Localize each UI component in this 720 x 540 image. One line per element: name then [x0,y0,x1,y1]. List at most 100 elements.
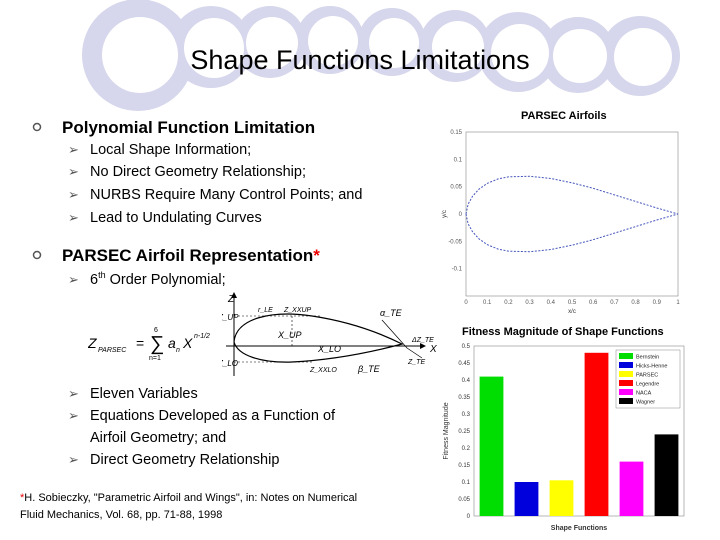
diagram-label: Z [227,294,235,305]
svg-text:n-1/2: n-1/2 [194,333,210,340]
legend-label: Hicks-Henne [636,364,667,370]
y-axis-label: y/c [442,210,448,218]
y-tick-label: -0.05 [448,239,462,245]
section2-item: ➢ Direct Geometry Relationship [68,452,280,468]
legend-swatch [619,371,633,377]
y-tick-label: 0.25 [458,429,470,435]
arrow-bullet-icon: ➢ [68,210,79,225]
legend-label: Bernstein [636,355,659,361]
bar-legendre [584,352,609,516]
diagram-label: X_UP [277,330,302,340]
section1-item: ➢ NURBS Require Many Control Points; and [68,187,363,203]
legend-swatch [619,362,633,368]
y-axis-label: Fitness Magnitude [443,402,450,459]
plot-frame [465,131,679,297]
x-tick-label: 0.8 [631,300,640,306]
diagram-label: Z_TE [407,359,425,366]
x-tick-label: 0 [464,300,468,306]
airfoil-upper-line [465,175,679,215]
y-tick-label: 0 [467,514,471,520]
x-tick-label: 0.7 [610,300,619,306]
y-tick-label: 0.2 [462,446,471,452]
airfoil-chart-title: PARSEC Airfoils [521,110,607,122]
y-tick-label: 0.15 [450,130,462,136]
x-tick-label: 0.5 [568,300,577,306]
x-tick-label: 1 [676,300,680,306]
svg-text:∑: ∑ [150,333,164,355]
x-tick-label: 0.1 [483,300,492,306]
plot-frame [473,345,685,517]
legend-swatch [619,389,633,395]
section1-item: ➢ Local Shape Information; [68,142,252,158]
bar-chart-title: Fitness Magnitude of Shape Functions [462,326,664,338]
arrow-bullet-icon: ➢ [68,386,79,401]
arrow-bullet-icon: ➢ [68,452,79,467]
x-tick-label: 0.9 [653,300,662,306]
legend-label: NACA [636,391,652,397]
bar-wagner [654,434,679,516]
y-tick-label: 0.45 [458,361,470,367]
arrow-bullet-icon: ➢ [68,164,79,179]
bar-parsec [549,480,574,516]
section1-heading: Polynomial Function Limitation [62,118,316,137]
y-tick-label: 0.4 [462,378,471,384]
y-tick-label: 0.35 [458,395,470,401]
section1-item: ➢ Lead to Undulating Curves [68,210,262,226]
legend-label: Legendre [636,382,659,388]
x-tick-label: 0.2 [504,300,513,306]
diagram-label: Z_XXLO [309,367,337,374]
x-tick-label: 0.4 [547,300,556,306]
y-tick-label: -0.1 [452,267,463,273]
decorative-circles [82,0,680,111]
y-tick-label: 0.1 [462,480,471,486]
svg-text:n=1: n=1 [149,355,161,362]
x-axis-label: x/c [568,309,576,315]
section2-item-order: ➢ 6th Order Polynomial; [68,270,226,288]
bar-hicks-henne [514,482,539,516]
section2-item: ➢ Eleven Variables [68,386,198,402]
diagram-label: Z_LO [222,359,238,368]
airfoil-chart: 0 0.1 0.2 0.3 0.4 0.5 0.6 0.7 0.8 0.9 1 0.15 0.1 0.05… [442,130,680,315]
diagram-label: α_TE [380,308,403,318]
slide-title: Shape Functions Limitations [190,45,530,75]
parsec-equation: Z PARSEC = ∑ 6 n=1 a n X n-1/2 [88,327,210,362]
y-tick-label: 0.15 [458,463,470,469]
svg-text:Z: Z [88,335,97,351]
legend-label: PARSEC [636,373,658,379]
bar-bernstein [479,376,504,516]
diagram-label: X [429,344,437,355]
y-tick-label: 0.5 [462,344,471,350]
x-tick-label: 0.6 [589,300,598,306]
fitness-bar-chart: 0.5 0.45 0.4 0.35 0.3 0.25 0.2 0.15 0.1 0.05 0 Fitn… [443,344,685,532]
section2-item: ➢ Equations Developed as a Function of [68,408,336,424]
diagram-label: ΔZ_TE [411,337,434,344]
y-tick-label: 0.1 [454,157,463,163]
airfoil-lower-line [465,213,679,253]
arrow-bullet-icon: ➢ [68,271,79,287]
x-axis-label: Shape Functions [551,525,608,532]
legend-swatch [619,353,633,359]
svg-text:=: = [136,335,144,351]
section2-item-continued: Airfoil Geometry; and [90,430,227,446]
legend-label: Wagner [636,400,655,406]
diagram-label: r_LE [258,307,273,314]
diagram-label: β_TE [357,364,381,374]
bullet-dot-icon [32,122,42,132]
bullet-dot-icon [32,250,42,260]
y-tick-label: 0 [459,212,463,218]
y-tick-label: 0.05 [458,497,470,503]
arrow-bullet-icon: ➢ [68,187,79,202]
legend-swatch [619,380,633,386]
footnote: *H. Sobieczky, "Parametric Airfoil and W… [20,492,358,521]
svg-text:X: X [182,335,193,351]
legend-swatch [619,398,633,404]
y-tick-label: 0.05 [450,185,462,191]
arrow-bullet-icon: ➢ [68,142,79,157]
x-tick-label: 0.3 [525,300,534,306]
svg-text:n: n [176,347,180,354]
svg-text:PARSEC: PARSEC [98,347,127,354]
diagram-label: X_LO [317,344,341,354]
parsec-geometry-diagram: Z Z_UP Z_XXUP α_TE β_TE X_UP X_LO X Z_LO… [222,292,437,376]
diagram-label: Z_UP [222,313,239,322]
arrow-bullet-icon: ➢ [68,408,79,423]
